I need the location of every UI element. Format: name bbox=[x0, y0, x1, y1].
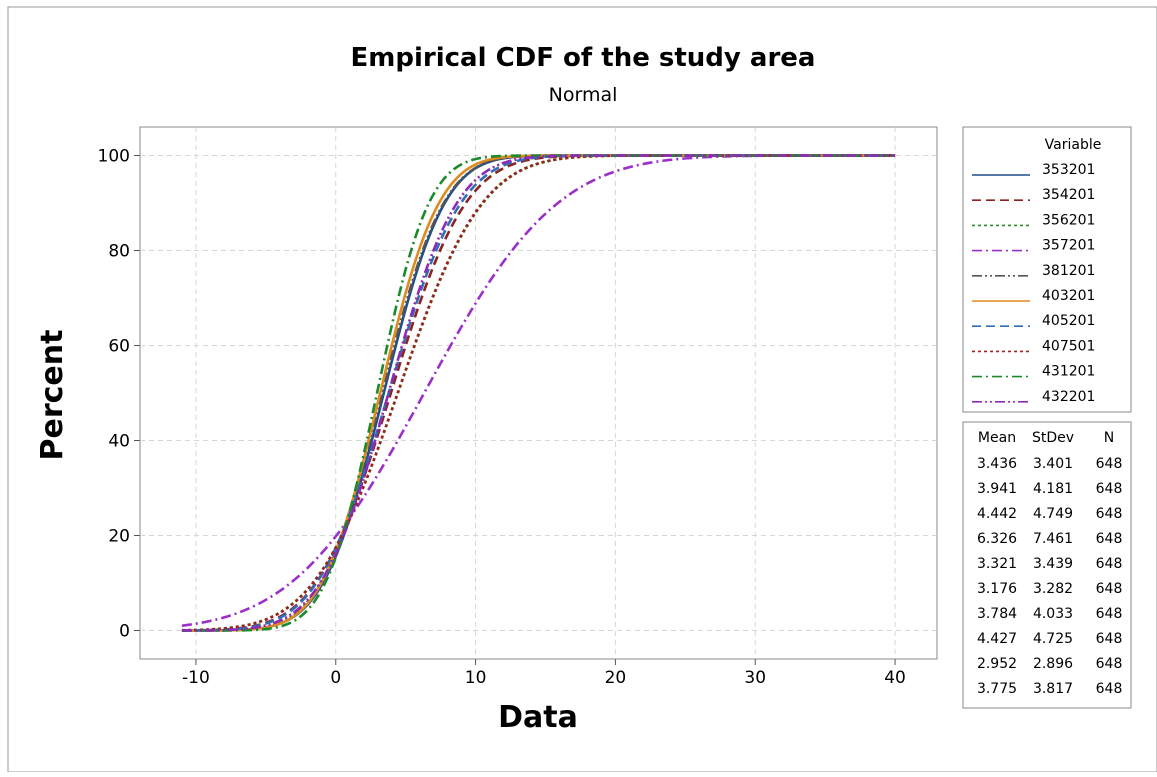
legend-label-407501: 407501 bbox=[1042, 338, 1095, 354]
legend-label-354201: 354201 bbox=[1042, 187, 1095, 203]
stats-mean: 6.326 bbox=[977, 531, 1017, 547]
stats-rows: 3.436 3.401 648 3.941 4.181 648 4.442 4.749 648 6… bbox=[977, 456, 1122, 697]
stats-mean: 3.436 bbox=[977, 456, 1017, 472]
x-tick-label: 20 bbox=[605, 668, 627, 688]
stats-n: 648 bbox=[1096, 656, 1123, 672]
stats-stdev: 3.439 bbox=[1033, 556, 1073, 572]
stats-stdev: 4.725 bbox=[1033, 631, 1073, 647]
legend-label-403201: 403201 bbox=[1042, 288, 1095, 304]
stats-n: 648 bbox=[1096, 681, 1123, 697]
stats-mean: 3.321 bbox=[977, 556, 1017, 572]
stats-mean: 3.176 bbox=[977, 581, 1017, 597]
stats-stdev: 3.282 bbox=[1033, 581, 1073, 597]
series-lines bbox=[181, 154, 896, 632]
series-line-432201 bbox=[181, 154, 896, 632]
x-tick-label: 40 bbox=[884, 668, 906, 688]
stats-n: 648 bbox=[1096, 581, 1123, 597]
legend-label-432201: 432201 bbox=[1042, 389, 1095, 405]
legend-label-353201: 353201 bbox=[1042, 162, 1095, 178]
legend-title: Variable bbox=[1045, 137, 1102, 153]
y-tick-label: 40 bbox=[108, 432, 130, 452]
y-tick-label: 100 bbox=[98, 147, 130, 167]
legend-label-431201: 431201 bbox=[1042, 364, 1095, 380]
stats-header-stdev: StDev bbox=[1032, 430, 1074, 446]
stats-stdev: 4.033 bbox=[1033, 606, 1073, 622]
stats-n: 648 bbox=[1096, 531, 1123, 547]
stats-stdev: 7.461 bbox=[1033, 531, 1073, 547]
y-tick-label: 60 bbox=[108, 337, 130, 357]
stats-header-mean: Mean bbox=[978, 430, 1016, 446]
y-axis-title: Percent bbox=[35, 330, 70, 461]
stats-mean: 4.427 bbox=[977, 631, 1017, 647]
stats-mean: 2.952 bbox=[977, 656, 1017, 672]
stats-stdev: 4.181 bbox=[1033, 481, 1073, 497]
legend-entries: 353201 354201 356201 357201 381201 403201 4052… bbox=[972, 162, 1095, 405]
stats-n: 648 bbox=[1096, 631, 1123, 647]
stats-mean: 3.775 bbox=[977, 681, 1017, 697]
stats-n: 648 bbox=[1096, 506, 1123, 522]
stats-stdev: 3.401 bbox=[1033, 456, 1073, 472]
stats-n: 648 bbox=[1096, 606, 1123, 622]
legend-label-356201: 356201 bbox=[1042, 212, 1095, 228]
legend-label-405201: 405201 bbox=[1042, 313, 1095, 329]
stats-mean: 4.442 bbox=[977, 506, 1017, 522]
stats-stdev: 2.896 bbox=[1033, 656, 1073, 672]
y-tick-label: 0 bbox=[119, 622, 130, 642]
stats-mean: 3.941 bbox=[977, 481, 1017, 497]
x-tick-label: 30 bbox=[744, 668, 766, 688]
stats-box bbox=[962, 421, 1132, 709]
stats-mean: 3.784 bbox=[977, 606, 1017, 622]
stats-stdev: 3.817 bbox=[1033, 681, 1073, 697]
stats-n: 648 bbox=[1096, 481, 1123, 497]
y-tick-label: 20 bbox=[108, 527, 130, 547]
chart-subtitle: Normal bbox=[549, 84, 618, 106]
stats-stdev: 4.749 bbox=[1033, 506, 1073, 522]
chart-title: Empirical CDF of the study area bbox=[351, 43, 816, 73]
stats-header-n: N bbox=[1104, 430, 1114, 446]
x-tick-label: 10 bbox=[465, 668, 487, 688]
x-axis-title: Data bbox=[498, 700, 578, 735]
plot-area bbox=[139, 126, 938, 660]
stats-n: 648 bbox=[1096, 556, 1123, 572]
stats-n: 648 bbox=[1096, 456, 1123, 472]
x-tick-label: -10 bbox=[182, 668, 210, 688]
legend-label-357201: 357201 bbox=[1042, 238, 1095, 254]
axis-ticks: -10 0 10 20 30 40 0 20 40 60 80 100 bbox=[98, 147, 906, 689]
x-tick-label: 0 bbox=[330, 668, 341, 688]
legend-label-381201: 381201 bbox=[1042, 263, 1095, 279]
y-tick-label: 80 bbox=[108, 242, 130, 262]
